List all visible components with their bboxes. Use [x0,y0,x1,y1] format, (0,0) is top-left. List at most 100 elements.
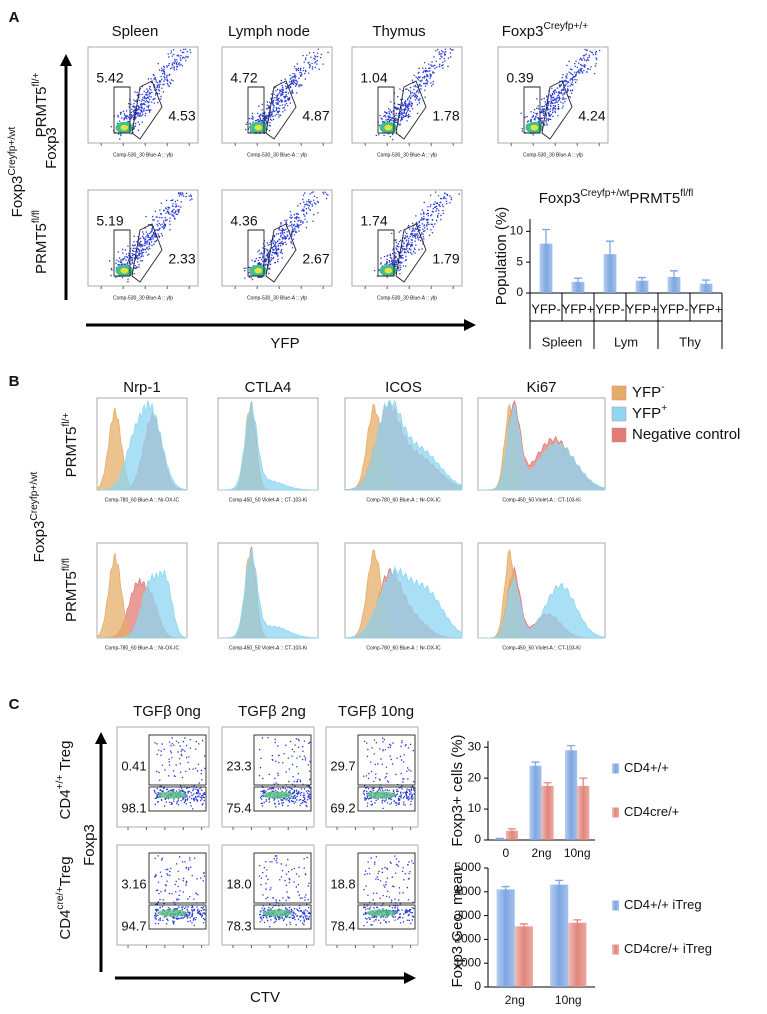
histogram [218,548,319,639]
legend-swatch [612,900,619,911]
superscript: fl/fl [31,210,42,223]
text-part: PRMT5 [63,571,80,622]
y-tick-label: 0 [474,979,481,993]
dot-cloud [374,191,460,278]
dot-cloud [110,48,192,140]
y-axis-label: Foxp3+ cells (%) [449,734,466,846]
x-tick-label: YFP+ [690,301,723,316]
text-part: CD4 [57,910,74,940]
column-header: TGFβ 10ng [338,703,414,720]
bar [667,276,681,293]
x-tick-label: 0 [502,846,509,860]
legend-swatch [612,807,619,818]
gate-value: 29.7 [330,758,355,773]
plot-frame [116,726,210,828]
superscript: fl/fl [61,558,72,571]
y-tick-label: 5000 [454,860,481,874]
gate-value: 18.8 [330,876,355,891]
gate [148,786,207,812]
gate-value: 1.04 [360,70,387,86]
dot-cloud [109,192,193,283]
y-tick-label: 2000 [454,932,481,946]
error-bar [702,279,710,284]
plot-frame [351,46,463,144]
text-part: Foxp3 [31,521,48,563]
y-tick-label: 10 [510,224,524,238]
dot-cloud [245,48,329,135]
x-tick-label: YFP- [595,301,625,316]
gate-value: 3.16 [121,876,146,891]
panel-letter: B [9,373,20,390]
legend-swatch [612,763,619,774]
x-tick-label: 2ng [505,993,525,1007]
bar [635,280,649,293]
error-bar [543,782,552,786]
gate [265,80,297,140]
row-label: PRMT5fl/fl [61,558,80,622]
plot-axis-label: Comp-530_30 Blue-A :: yfp [377,152,437,158]
gate-value: 5.42 [96,70,123,86]
plot-axis-label: Comp-780_60 Blue-A :: Nr-OX-IC [105,497,180,503]
gate-value: 4.24 [578,108,605,124]
gate [357,734,416,786]
gate [253,904,312,930]
gate [148,852,207,904]
gate [253,786,312,812]
gate-value: 78.3 [226,918,251,933]
column-header: Foxp3Creyfp+/+ [502,21,588,40]
chart-title: Foxp3Creyfp+/wtPRMT5fl/fl [539,188,694,207]
dot-core [120,124,129,131]
superscript: Creyfp+/wt [29,471,40,520]
plot-axis-label: Comp-450_50 Violet-A :: CT-103-Ki [229,645,307,651]
gate [357,904,416,930]
legend-label: CD4+/+ iTreg [624,897,702,912]
bar [505,830,518,840]
column-header: Ki67 [526,379,556,396]
superscript: +/+ [55,775,66,790]
plot-frame [351,189,463,287]
panel-letter: A [9,9,20,26]
superscript: Creyfp+/wt [580,188,629,199]
legend-label: CD4cre/+ [624,804,679,819]
dot-core [254,124,263,131]
plot-frame [87,46,199,144]
bar [529,765,542,840]
x-tick-label: 10ng [555,993,582,1007]
dot-cloud [520,48,601,136]
column-header: TGFβ 0ng [133,703,201,720]
row-label: CD4cre/+Treg [55,856,74,939]
gate [523,86,541,134]
gate-value: 2.33 [168,251,195,267]
gate-value: 1.74 [360,213,387,229]
bar [565,750,578,840]
gate-value: 4.87 [302,108,329,124]
y-axis-label: Population (%) [493,207,510,305]
bar [577,785,590,840]
x-axis-label: YFP [270,335,299,352]
bar [539,243,553,293]
plot-frame [221,726,315,828]
dot-cloud [375,48,454,141]
x-axis-label: CTV [250,989,280,1006]
gate [113,86,131,134]
superscript: fl/+ [31,73,42,87]
gate [148,734,207,786]
plot-axis-label: Comp-780_60 Blue-A :: Nr-OX-IC [366,645,441,651]
y-tick-label: 30 [468,739,482,753]
group-label: Spleen [542,334,582,349]
row-label: PRMT5fl/fl [31,210,50,274]
legend-label: CD4+/+ [624,760,669,775]
text-part: Foxp3 [502,23,544,40]
text-part: YFP [632,384,661,401]
dot-core [262,791,292,799]
plot-frame [221,189,333,287]
text-part: PRMT5 [33,87,50,138]
y-axis-label: Foxp3 [81,824,98,866]
dot-core [157,909,187,917]
gate-value: 23.3 [226,758,251,773]
dot-cloud [153,855,206,926]
gate [113,229,131,277]
gate [357,852,416,904]
plot-axis-label: Comp-530_30 Blue-A :: yfp [377,295,437,301]
